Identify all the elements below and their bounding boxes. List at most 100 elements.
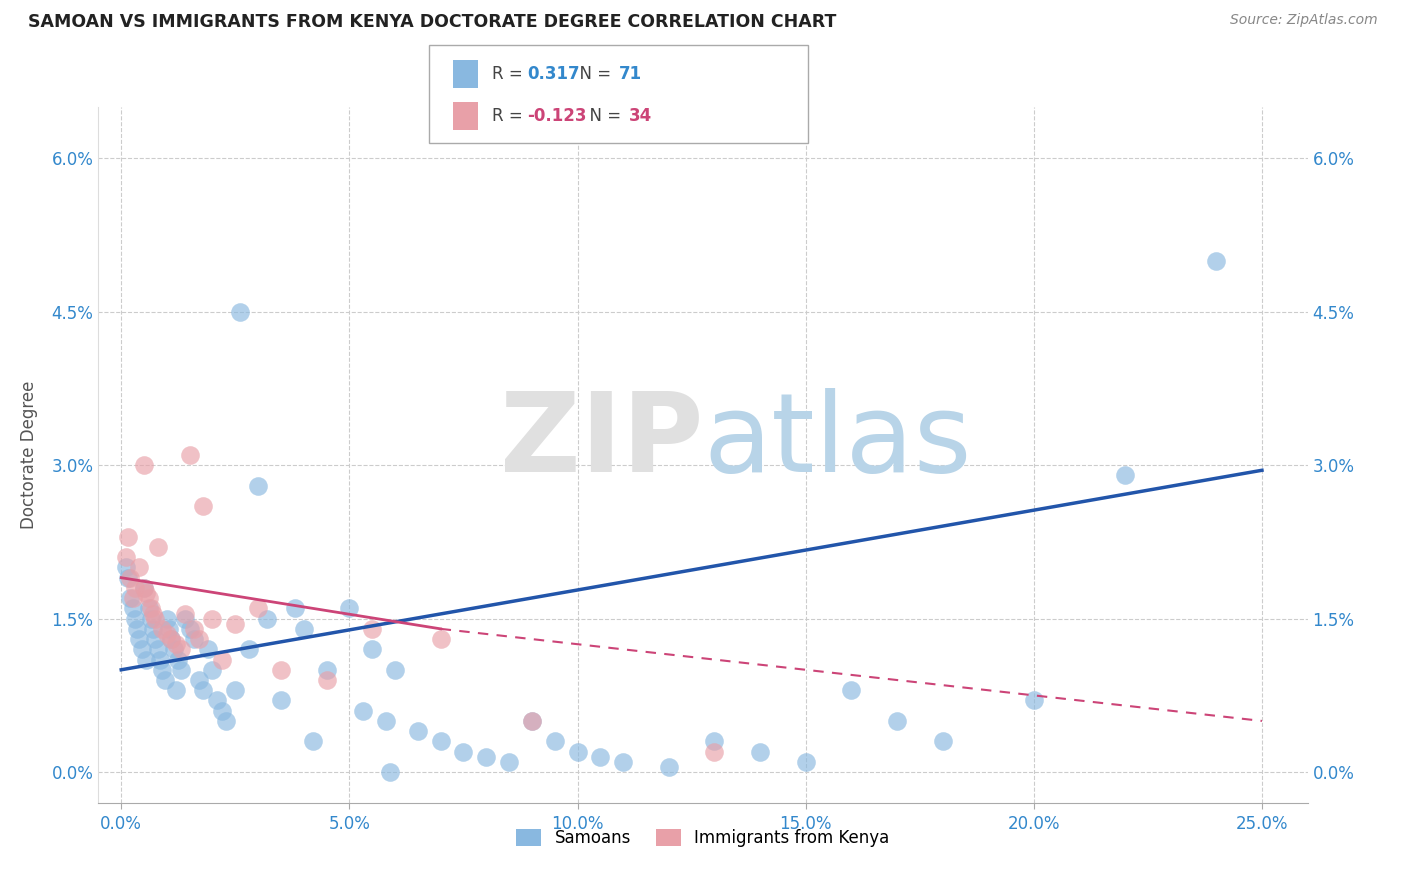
Point bbox=[114, 550, 136, 565]
Point bbox=[169, 663, 191, 677]
Point bbox=[1114, 468, 1136, 483]
Point bbox=[131, 642, 153, 657]
Point bbox=[139, 601, 162, 615]
Point bbox=[128, 632, 150, 646]
Point bbox=[183, 632, 205, 646]
Point bbox=[315, 673, 337, 687]
Text: R =: R = bbox=[492, 107, 529, 125]
Point bbox=[211, 652, 233, 666]
Point bbox=[174, 607, 197, 621]
Point bbox=[127, 622, 149, 636]
Text: -0.123: -0.123 bbox=[527, 107, 586, 125]
Point bbox=[150, 663, 173, 677]
Text: 34: 34 bbox=[628, 107, 652, 125]
Point bbox=[183, 622, 205, 636]
Point bbox=[132, 581, 155, 595]
Point bbox=[589, 749, 612, 764]
Point bbox=[384, 663, 406, 677]
Point bbox=[211, 704, 233, 718]
Text: N =: N = bbox=[569, 65, 617, 83]
Point bbox=[153, 673, 176, 687]
Point bbox=[156, 612, 179, 626]
Point bbox=[201, 663, 224, 677]
Point bbox=[256, 612, 278, 626]
Point bbox=[187, 673, 209, 687]
Text: 71: 71 bbox=[619, 65, 641, 83]
Point bbox=[224, 683, 246, 698]
Point bbox=[142, 622, 165, 636]
Point bbox=[121, 601, 143, 615]
Point bbox=[124, 581, 146, 595]
Point bbox=[931, 734, 953, 748]
Point bbox=[794, 755, 817, 769]
Text: atlas: atlas bbox=[703, 387, 972, 494]
Point bbox=[886, 714, 908, 728]
Point bbox=[453, 745, 475, 759]
Point bbox=[380, 765, 402, 780]
Text: N =: N = bbox=[579, 107, 627, 125]
Point bbox=[498, 755, 520, 769]
Point bbox=[703, 745, 725, 759]
Point bbox=[121, 591, 143, 606]
Point bbox=[703, 734, 725, 748]
Point bbox=[145, 612, 167, 626]
Point bbox=[132, 581, 155, 595]
Point bbox=[150, 622, 173, 636]
Point bbox=[174, 612, 197, 626]
Point bbox=[238, 642, 260, 657]
Point bbox=[429, 632, 451, 646]
Legend: Samoans, Immigrants from Kenya: Samoans, Immigrants from Kenya bbox=[510, 822, 896, 854]
Text: R =: R = bbox=[492, 65, 529, 83]
Point bbox=[205, 693, 228, 707]
Point bbox=[165, 683, 187, 698]
Point bbox=[156, 627, 179, 641]
Point bbox=[157, 622, 180, 636]
Point bbox=[361, 622, 384, 636]
Point bbox=[167, 652, 190, 666]
Point bbox=[567, 745, 589, 759]
Point bbox=[142, 607, 165, 621]
Point bbox=[169, 642, 191, 657]
Point bbox=[197, 642, 219, 657]
Point bbox=[179, 448, 201, 462]
Point bbox=[146, 642, 169, 657]
Point bbox=[302, 734, 325, 748]
Point bbox=[117, 530, 139, 544]
Point bbox=[247, 601, 270, 615]
Point bbox=[179, 622, 201, 636]
Point bbox=[146, 540, 169, 554]
Point bbox=[429, 734, 451, 748]
Text: SAMOAN VS IMMIGRANTS FROM KENYA DOCTORATE DEGREE CORRELATION CHART: SAMOAN VS IMMIGRANTS FROM KENYA DOCTORAT… bbox=[28, 13, 837, 31]
Point bbox=[544, 734, 567, 748]
Point bbox=[224, 616, 246, 631]
Point bbox=[247, 478, 270, 492]
Point bbox=[337, 601, 360, 615]
Point bbox=[352, 704, 374, 718]
Point bbox=[292, 622, 315, 636]
Point bbox=[520, 714, 543, 728]
Text: ZIP: ZIP bbox=[499, 387, 703, 494]
Point bbox=[138, 591, 160, 606]
Point bbox=[160, 632, 183, 646]
Point bbox=[114, 560, 136, 574]
Point bbox=[120, 591, 142, 606]
Point bbox=[187, 632, 209, 646]
Point bbox=[839, 683, 862, 698]
Point bbox=[270, 693, 292, 707]
Point bbox=[193, 499, 215, 513]
Text: 0.317: 0.317 bbox=[527, 65, 579, 83]
Point bbox=[406, 724, 429, 739]
Point bbox=[361, 642, 384, 657]
Point bbox=[1205, 253, 1227, 268]
Point bbox=[374, 714, 396, 728]
Point bbox=[749, 745, 772, 759]
Point bbox=[193, 683, 215, 698]
Point bbox=[117, 571, 139, 585]
Point bbox=[149, 652, 172, 666]
Point bbox=[475, 749, 498, 764]
Point bbox=[658, 760, 681, 774]
Point bbox=[138, 601, 160, 615]
Point bbox=[215, 714, 238, 728]
Point bbox=[124, 612, 146, 626]
Point bbox=[229, 304, 252, 318]
